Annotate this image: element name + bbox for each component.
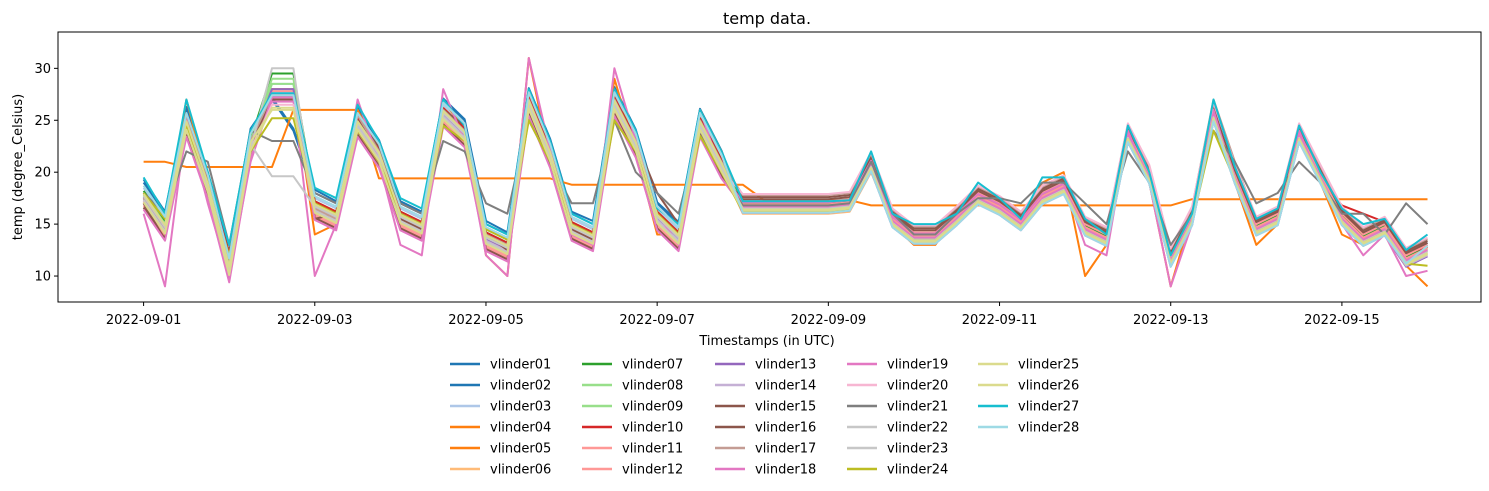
legend-item-vlinder19: vlinder19 [847,358,948,373]
x-tick-label: 2022-09-05 [448,313,524,328]
legend-label: vlinder25 [1018,358,1079,373]
legend-label: vlinder17 [755,442,816,457]
legend-item-vlinder15: vlinder15 [715,400,816,415]
legend-item-vlinder11: vlinder11 [582,442,683,457]
legend-item-vlinder06: vlinder06 [450,463,551,478]
y-tick-label: 15 [34,218,51,233]
legend-item-vlinder17: vlinder17 [715,442,816,457]
x-tick-label: 2022-09-07 [619,313,695,328]
x-axis-label: Timestamps (in UTC) [698,334,834,349]
legend-label: vlinder07 [622,358,683,373]
x-tick-label: 2022-09-15 [1304,313,1380,328]
legend-label: vlinder21 [887,400,948,415]
y-tick-label: 10 [34,270,51,285]
legend-label: vlinder03 [490,400,551,415]
legend-label: vlinder05 [490,442,551,457]
legend-item-vlinder25: vlinder25 [978,358,1079,373]
axes: 2022-09-01 2022-09-03 2022-09-05 2022-09-07… [34,62,1379,328]
legend-label: vlinder24 [887,463,948,478]
series-line-vlinder04 [143,108,1428,207]
legend-item-vlinder05: vlinder05 [450,442,551,457]
legend-item-vlinder02: vlinder02 [450,379,551,394]
legend-label: vlinder16 [755,421,816,436]
legend-item-vlinder20: vlinder20 [847,379,948,394]
legend-label: vlinder06 [490,463,551,478]
legend-label: vlinder01 [490,358,551,373]
legend-label: vlinder18 [755,463,816,478]
legend-label: vlinder28 [1018,421,1079,436]
legend-item-vlinder18: vlinder18 [715,463,816,478]
y-axis-label: temp (degree_Celsius) [11,94,26,240]
x-tick-label: 2022-09-09 [791,313,867,328]
chart-title: temp data. [723,9,811,28]
legend-item-vlinder07: vlinder07 [582,358,683,373]
x-tick-label: 2022-09-13 [1133,313,1209,328]
x-tick-label: 2022-09-11 [962,313,1038,328]
legend-item-vlinder26: vlinder26 [978,379,1079,394]
series-line-vlinder16 [142,98,1428,282]
legend-item-vlinder23: vlinder23 [847,442,948,457]
legend-label: vlinder19 [887,358,948,373]
y-tick-label: 20 [34,166,51,181]
legend-item-vlinder24: vlinder24 [847,463,948,478]
legend-item-vlinder21: vlinder21 [847,400,948,415]
legend-label: vlinder26 [1018,379,1079,394]
legend-label: vlinder08 [622,379,683,394]
legend-label: vlinder27 [1018,400,1079,415]
series-line-vlinder26 [142,106,1428,276]
legend-label: vlinder12 [622,463,683,478]
legend: vlinder01 vlinder02 vlinder03 vlinder04 vlin… [450,358,1079,478]
series-line-vlinder19 [142,100,1428,284]
legend-label: vlinder15 [755,400,816,415]
series-line-vlinder12 [142,96,1428,280]
x-tick-label: 2022-09-01 [106,313,182,328]
series-line-vlinder20 [142,101,1428,275]
legend-item-vlinder16: vlinder16 [715,421,816,436]
legend-item-vlinder04: vlinder04 [450,421,551,436]
legend-item-vlinder09: vlinder09 [582,400,683,415]
legend-item-vlinder14: vlinder14 [715,379,816,394]
legend-item-vlinder13: vlinder13 [715,358,816,373]
plot-area [142,57,1429,288]
legend-item-vlinder12: vlinder12 [582,463,683,478]
legend-label: vlinder09 [622,400,683,415]
plot-frame [57,31,1482,303]
legend-label: vlinder22 [887,421,948,436]
legend-label: vlinder23 [887,442,948,457]
legend-label: vlinder02 [490,379,551,394]
series-line-vlinder24 [142,117,1428,267]
legend-item-vlinder22: vlinder22 [847,421,948,436]
legend-label: vlinder04 [490,421,551,436]
legend-item-vlinder01: vlinder01 [450,358,551,373]
legend-label: vlinder20 [887,379,948,394]
legend-item-vlinder10: vlinder10 [582,421,683,436]
legend-label: vlinder13 [755,358,816,373]
legend-label: vlinder14 [755,379,816,394]
legend-item-vlinder08: vlinder08 [582,379,683,394]
series-line-vlinder27 [142,88,1429,257]
legend-item-vlinder28: vlinder28 [978,421,1079,436]
legend-label: vlinder10 [622,421,683,436]
legend-item-vlinder27: vlinder27 [978,400,1079,415]
x-tick-label: 2022-09-03 [277,313,353,328]
y-tick-label: 30 [34,62,51,77]
series-line-vlinder28 [142,91,1429,268]
legend-item-vlinder03: vlinder03 [450,400,551,415]
y-tick-label: 25 [34,114,51,129]
legend-label: vlinder11 [622,442,683,457]
